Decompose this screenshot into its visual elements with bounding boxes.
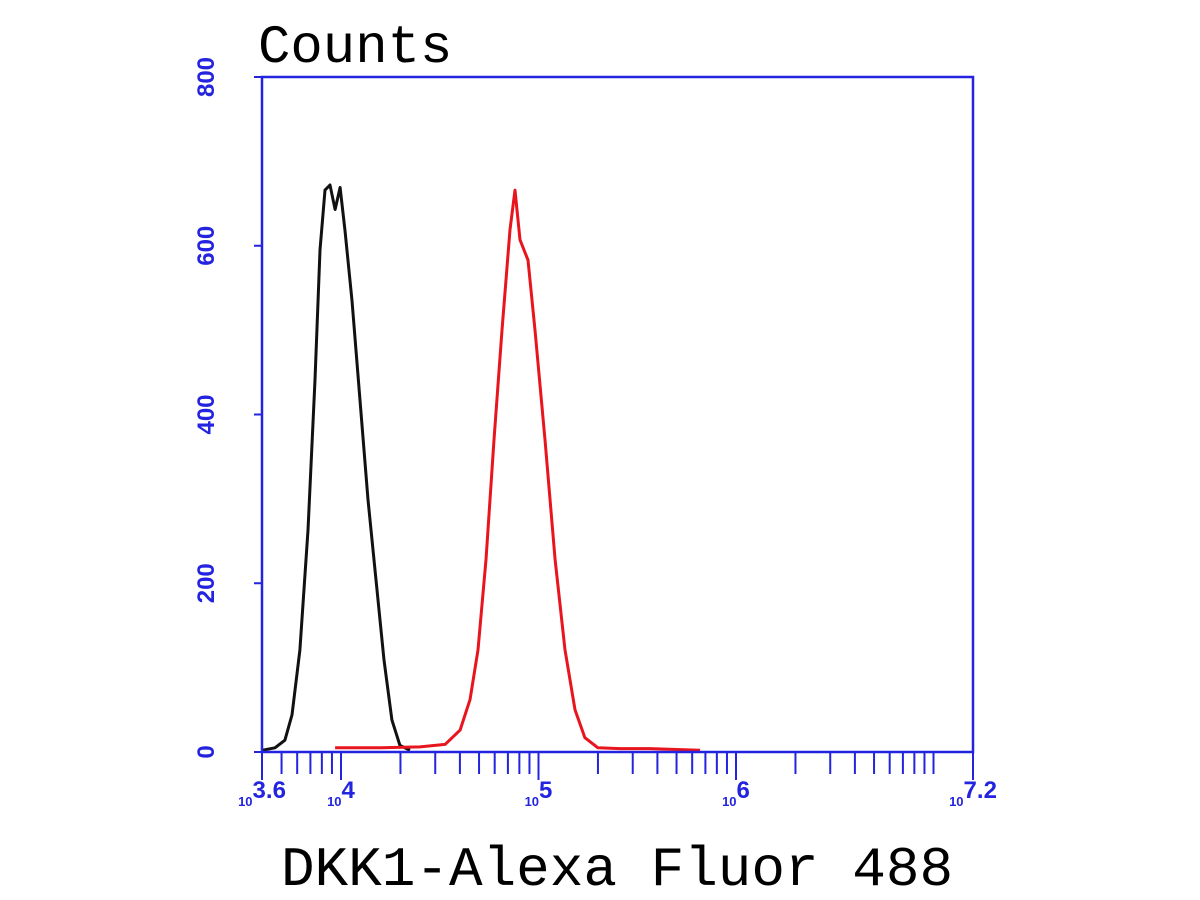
x-tick-label: 106 bbox=[722, 777, 750, 809]
plot-frame bbox=[260, 75, 975, 754]
x-tick-exponent: 4 bbox=[342, 777, 356, 804]
y-tick-label: 0 bbox=[193, 745, 220, 758]
x-tick-base: 10 bbox=[327, 794, 341, 809]
y-tick-label: 800 bbox=[193, 57, 220, 97]
x-tick-base: 10 bbox=[238, 794, 252, 809]
x-tick-label: 104 bbox=[327, 777, 355, 809]
x-tick-exponent: 5 bbox=[539, 777, 552, 804]
y-tick-label: 400 bbox=[193, 394, 220, 434]
x-tick-base: 10 bbox=[525, 794, 539, 809]
x-tick-base: 10 bbox=[949, 794, 963, 809]
x-axis-label: DKK1-Alexa Fluor 488 bbox=[281, 838, 953, 900]
x-tick-exponent: 3.6 bbox=[253, 777, 286, 804]
x-tick-exponent: 7.2 bbox=[964, 777, 997, 804]
chart-title: Counts bbox=[258, 18, 452, 79]
histogram-line bbox=[335, 188, 701, 752]
x-tick-label: 107.2 bbox=[949, 777, 997, 809]
y-tick-label: 600 bbox=[193, 226, 220, 266]
histogram-line bbox=[261, 183, 411, 752]
x-tick-label: 103.6 bbox=[238, 777, 286, 809]
x-tick-base: 10 bbox=[722, 794, 736, 809]
x-tick-exponent: 6 bbox=[737, 777, 750, 804]
x-tick-label: 105 bbox=[525, 777, 553, 809]
y-tick-label: 200 bbox=[193, 563, 220, 603]
